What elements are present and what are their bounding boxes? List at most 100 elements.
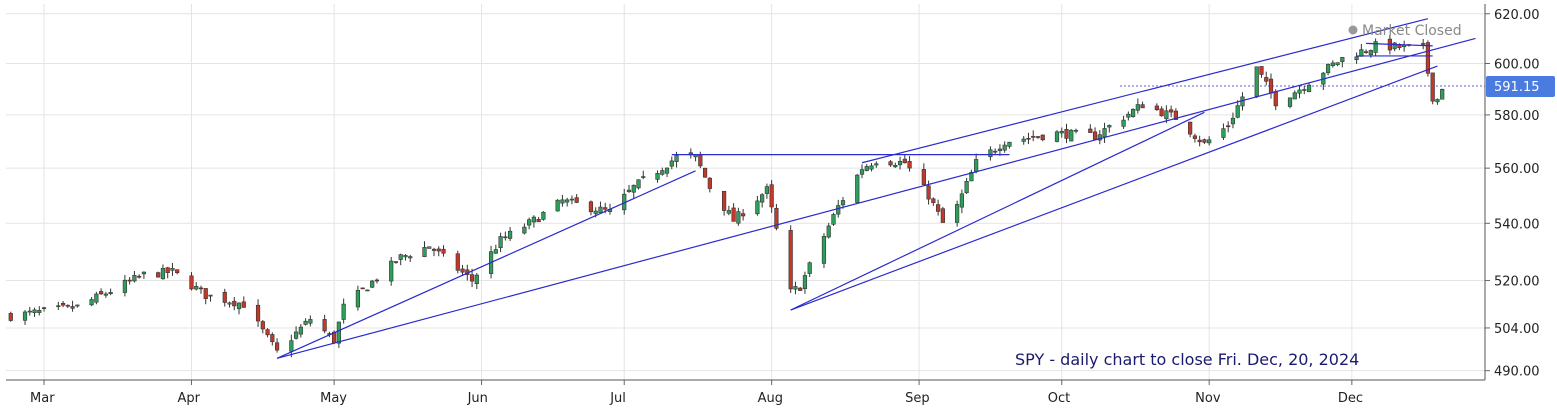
candle-up — [1135, 104, 1140, 111]
y-tick-label: 580.00 — [1494, 109, 1540, 124]
candle-down — [270, 334, 275, 343]
x-tick-label: Mar — [30, 391, 55, 406]
candle-down — [503, 236, 508, 239]
candle-up — [507, 230, 513, 239]
candle-up — [227, 302, 232, 305]
candle-up — [289, 340, 294, 352]
candle-up — [522, 226, 527, 234]
candle-up — [1207, 139, 1212, 144]
candle-down — [127, 279, 132, 282]
candle-up — [493, 249, 498, 254]
candle-up — [341, 303, 346, 320]
candle-up — [764, 186, 770, 194]
candle-up — [598, 206, 603, 213]
candle-up — [1330, 62, 1335, 67]
candle-down — [1192, 135, 1198, 139]
candle-down — [1202, 139, 1207, 143]
candle-up — [389, 260, 394, 282]
trendline — [790, 65, 1438, 311]
candle-down — [255, 304, 261, 322]
candle-up — [636, 179, 641, 189]
candle-down — [1064, 129, 1069, 139]
candle-down — [907, 161, 912, 169]
trendline — [276, 170, 696, 359]
candle-up — [1254, 66, 1259, 97]
candle-down — [788, 230, 793, 290]
candle-up — [1002, 144, 1007, 151]
candle-up — [108, 292, 113, 295]
candle-up — [821, 236, 827, 264]
candle-down — [1026, 137, 1031, 140]
candle-down — [60, 302, 66, 306]
candle-up — [1306, 84, 1312, 93]
candle-up — [1354, 56, 1359, 61]
candle-up — [408, 256, 413, 259]
trendline — [276, 37, 1476, 359]
candle-down — [1088, 128, 1093, 133]
y-tick-label: 560.00 — [1494, 162, 1540, 177]
candle-down — [137, 275, 142, 278]
candle-up — [674, 155, 679, 162]
candle-up — [997, 148, 1003, 152]
candle-down — [1031, 135, 1036, 138]
candle-up — [1297, 89, 1302, 94]
candle-up — [793, 286, 798, 290]
candle-up — [755, 200, 760, 215]
candle-up — [1121, 119, 1126, 127]
candle-down — [1430, 72, 1435, 102]
candle-down — [921, 169, 926, 185]
candle-down — [926, 185, 931, 200]
candle-up — [1368, 50, 1373, 55]
candle-up — [760, 194, 765, 203]
candle-up — [736, 211, 741, 224]
candle-up — [103, 293, 108, 296]
candle-down — [436, 248, 441, 252]
candle-down — [232, 300, 237, 307]
candle-up — [1097, 134, 1102, 141]
candle-up — [669, 160, 674, 167]
candle-up — [422, 247, 427, 257]
candle-up — [869, 165, 874, 170]
candle-down — [70, 306, 75, 309]
candle-up — [1126, 113, 1131, 118]
candle-up — [1107, 125, 1112, 128]
candle-up — [65, 304, 70, 307]
candle-down — [156, 272, 161, 278]
candle-down — [1092, 131, 1098, 140]
x-tick-label: Oct — [1048, 391, 1070, 406]
candle-down — [441, 248, 446, 254]
candle-up — [593, 210, 598, 214]
candle-down — [1268, 78, 1274, 94]
trendline — [790, 111, 1205, 311]
candle-down — [1035, 136, 1041, 138]
candle-up — [641, 176, 646, 178]
candle-up — [874, 163, 879, 166]
candle-up — [498, 236, 503, 249]
candle-up — [826, 225, 831, 238]
y-tick-label: 620.00 — [1494, 8, 1540, 23]
candle-down — [175, 269, 180, 274]
candle-up — [22, 311, 28, 321]
candle-up — [1435, 99, 1440, 103]
candle-up — [893, 164, 898, 168]
candle-down — [707, 177, 712, 189]
candle-up — [664, 167, 670, 174]
candle-up — [974, 159, 979, 172]
candle-up — [527, 219, 532, 226]
candle-down — [265, 329, 270, 336]
candle-up — [160, 267, 166, 280]
candle-up — [631, 184, 636, 193]
candle-down — [393, 261, 399, 263]
candle-up — [1302, 89, 1307, 91]
candle-down — [189, 275, 194, 290]
candle-up — [170, 268, 175, 271]
candle-up — [1069, 129, 1074, 142]
market-status-label: Market Closed — [1362, 23, 1462, 39]
candle-down — [460, 268, 465, 273]
candle-down — [902, 158, 907, 164]
candle-down — [769, 184, 774, 208]
candle-up — [336, 321, 341, 344]
candle-down — [1140, 104, 1145, 109]
candle-down — [698, 154, 703, 167]
candle-down — [8, 313, 13, 321]
